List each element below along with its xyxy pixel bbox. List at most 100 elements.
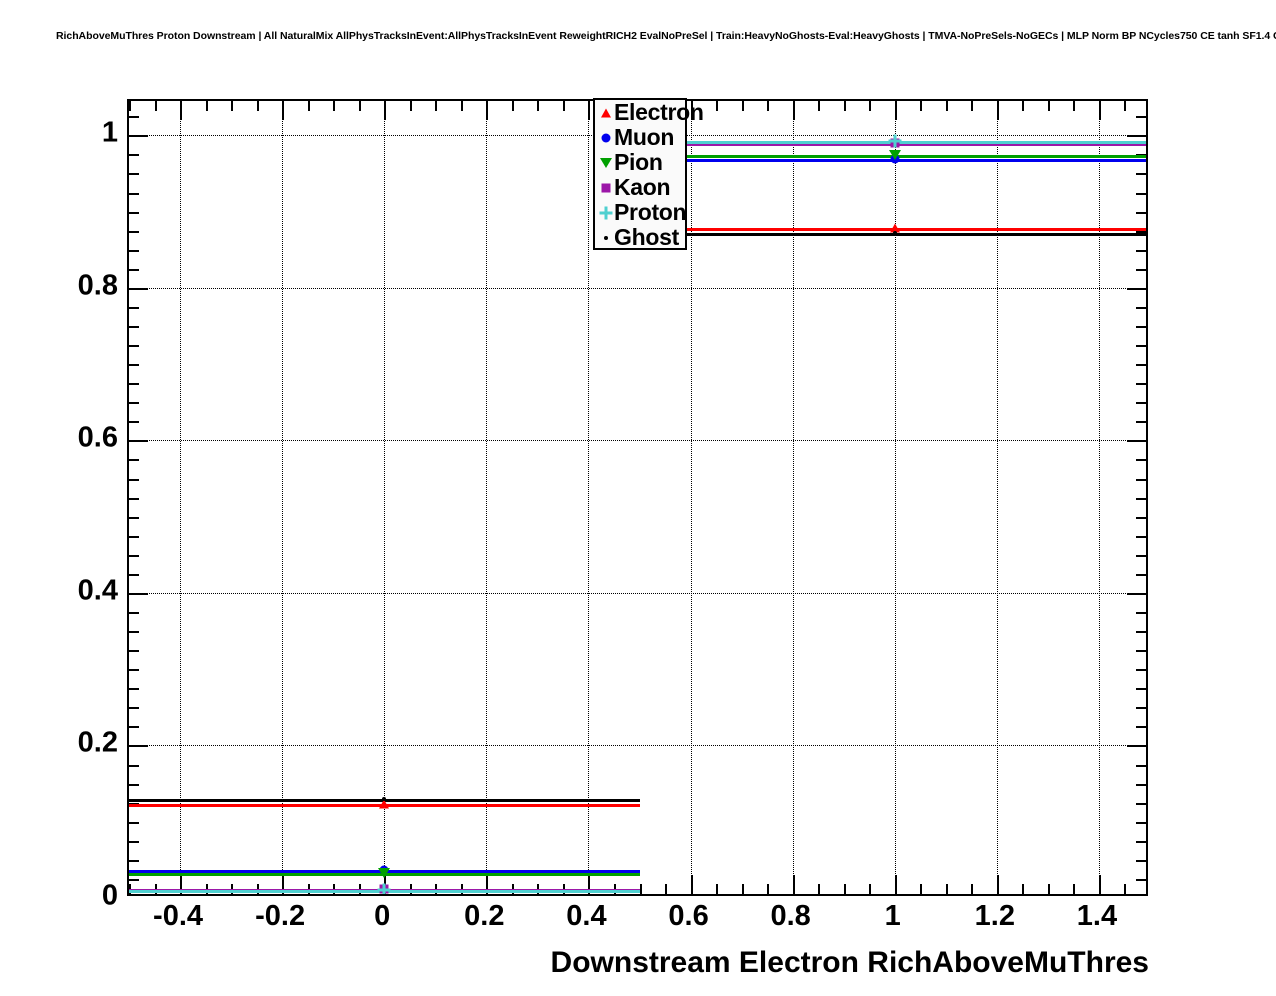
legend-item-pion[interactable]: Pion: [595, 150, 685, 175]
y-tick-minor-right: [1136, 364, 1146, 367]
y-tick-minor: [129, 707, 139, 710]
y-tick-minor: [129, 478, 139, 481]
x-tick-minor: [665, 884, 668, 894]
y-tick-minor-right: [1136, 478, 1146, 481]
x-tick-major-top: [894, 101, 897, 120]
x-tick-major: [486, 875, 489, 894]
y-tick-minor: [129, 421, 139, 424]
x-tick-major: [1098, 875, 1101, 894]
x-tick-major: [690, 875, 693, 894]
gridline-vertical: [894, 101, 896, 894]
y-tick-major: [129, 135, 148, 138]
y-tick-major: [129, 592, 148, 595]
x-tick-minor-top: [460, 101, 463, 111]
x-tick-minor-top: [869, 101, 872, 111]
gridline-vertical: [180, 101, 182, 894]
y-tick-minor: [129, 669, 139, 672]
x-tick-minor: [945, 884, 948, 894]
legend-item-kaon[interactable]: Kaon: [595, 175, 685, 200]
x-tick-major: [894, 875, 897, 894]
x-tick-major-top: [1098, 101, 1101, 120]
y-tick-minor-right: [1136, 173, 1146, 176]
x-tick-minor: [639, 884, 642, 894]
gridline-vertical: [384, 101, 386, 894]
legend-item-electron[interactable]: Electron: [595, 100, 704, 125]
y-tick-major: [129, 440, 148, 443]
x-tick-major-top: [384, 101, 387, 120]
y-tick-minor-right: [1136, 764, 1146, 767]
y-tick-minor-right: [1136, 459, 1146, 462]
gridline-vertical: [282, 101, 284, 894]
y-tick-minor: [129, 859, 139, 862]
y-tick-minor-right: [1136, 345, 1146, 348]
y-tick-minor-right: [1136, 802, 1146, 805]
y-tick-minor: [129, 802, 139, 805]
gridline-vertical: [690, 101, 692, 894]
x-tick-label: 0.8: [770, 900, 811, 932]
cross-icon: [598, 205, 614, 221]
x-tick-major: [996, 875, 999, 894]
y-tick-minor: [129, 345, 139, 348]
y-tick-minor: [129, 173, 139, 176]
x-tick-minor-top: [537, 101, 540, 111]
y-tick-minor-right: [1136, 497, 1146, 500]
y-tick-minor: [129, 402, 139, 405]
y-tick-minor: [129, 573, 139, 576]
y-tick-major: [129, 745, 148, 748]
y-tick-minor: [129, 516, 139, 519]
legend-item-muon[interactable]: Muon: [595, 125, 685, 150]
y-tick-minor: [129, 459, 139, 462]
y-tick-minor-right: [1136, 211, 1146, 214]
dot-icon: [598, 230, 614, 246]
legend-item-proton[interactable]: Proton: [595, 200, 687, 225]
y-tick-minor-right: [1136, 516, 1146, 519]
triangle-down-icon: [598, 155, 614, 171]
y-tick-minor-right: [1136, 383, 1146, 386]
x-tick-minor-top: [741, 101, 744, 111]
x-tick-major: [282, 875, 285, 894]
y-tick-minor-right: [1136, 325, 1146, 328]
x-tick-major-top: [996, 101, 999, 120]
x-tick-major-top: [180, 101, 183, 120]
y-tick-major-right: [1127, 135, 1146, 138]
x-tick-minor: [843, 884, 846, 894]
y-tick-minor-right: [1136, 535, 1146, 538]
x-tick-major-top: [588, 101, 591, 120]
legend-item-ghost[interactable]: Ghost: [595, 225, 685, 250]
y-tick-minor-right: [1136, 840, 1146, 843]
x-tick-minor-top: [435, 101, 438, 111]
x-tick-major-top: [282, 101, 285, 120]
x-tick-major-top: [792, 101, 795, 120]
x-tick-minor-top: [1047, 101, 1050, 111]
y-tick-minor: [129, 383, 139, 386]
triangle-up-icon: [598, 105, 614, 121]
x-tick-minor: [818, 884, 821, 894]
y-tick-minor: [129, 249, 139, 252]
x-tick-minor-top: [154, 101, 157, 111]
y-tick-minor-right: [1136, 707, 1146, 710]
y-tick-minor-right: [1136, 116, 1146, 119]
x-tick-minor: [767, 884, 770, 894]
y-tick-minor: [129, 726, 139, 729]
x-tick-minor-top: [307, 101, 310, 111]
y-tick-minor-right: [1136, 421, 1146, 424]
y-tick-major-right: [1127, 440, 1146, 443]
x-tick-minor: [869, 884, 872, 894]
y-tick-minor-right: [1136, 192, 1146, 195]
y-tick-minor: [129, 364, 139, 367]
legend-item-label: Pion: [614, 149, 663, 175]
x-tick-minor-top: [409, 101, 412, 111]
y-tick-minor-right: [1136, 726, 1146, 729]
x-tick-major-top: [690, 101, 693, 120]
x-tick-minor-top: [333, 101, 336, 111]
y-tick-minor: [129, 211, 139, 214]
x-tick-label: 1.4: [1076, 900, 1118, 932]
x-tick-label: 0.4: [566, 900, 607, 932]
y-tick-major-right: [1127, 287, 1146, 290]
y-tick-minor: [129, 116, 139, 119]
x-tick-major: [792, 875, 795, 894]
y-tick-minor-right: [1136, 268, 1146, 271]
legend-item-label: Electron: [614, 99, 704, 125]
y-tick-minor-right: [1136, 859, 1146, 862]
